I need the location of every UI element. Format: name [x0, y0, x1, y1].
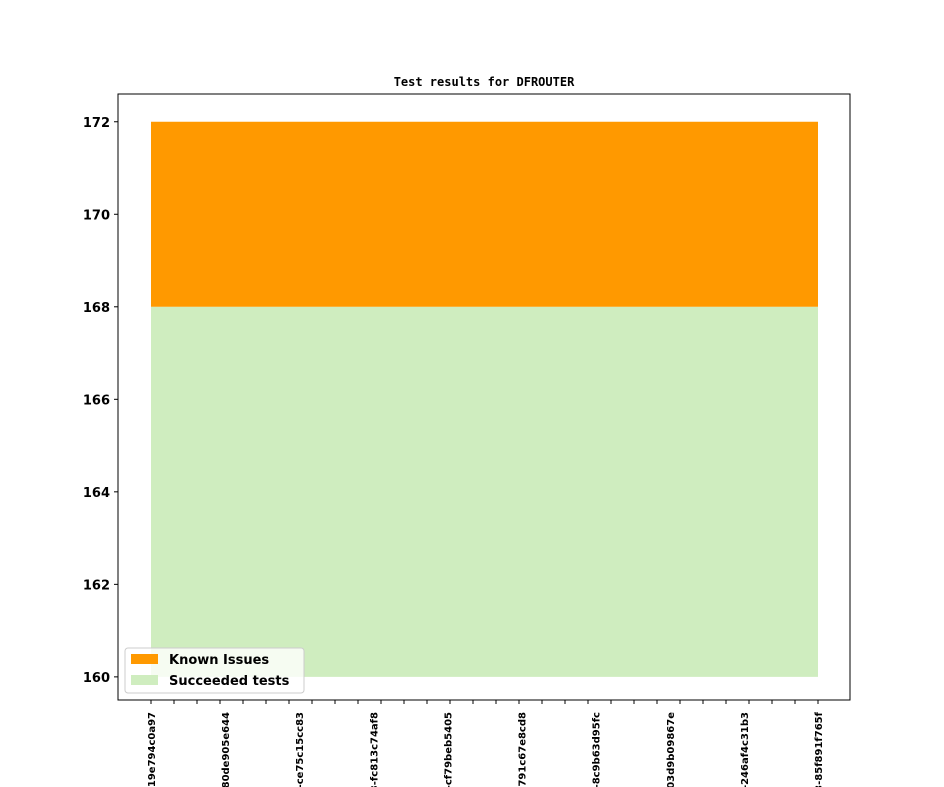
y-tick-label: 166 [83, 393, 110, 408]
x-tick-label: 3-fc813c74af8 [369, 712, 380, 787]
x-tick-label: -8c9b63d95fc [592, 712, 603, 787]
legend-label-known-issues: Known Issues [169, 653, 269, 668]
x-tick-label: 80de905e644 [221, 712, 232, 787]
y-tick-label: 172 [83, 116, 110, 131]
x-tick-label: 03d9b09867e [666, 712, 677, 787]
legend-swatch-known-issues [131, 654, 158, 664]
x-tick-label: -19e794c0a97 [147, 712, 158, 787]
chart-title: Test results for DFROUTER [394, 75, 575, 89]
legend: Known Issues Succeeded tests [124, 647, 305, 694]
axes-frame [117, 93, 851, 701]
y-axis: 160 162 164 166 168 170 172 [83, 116, 118, 686]
legend-swatch-succeeded-tests [131, 675, 158, 685]
x-tick-label: 791c67e8cd8 [518, 712, 529, 787]
legend-box [124, 647, 305, 694]
x-tick-label: 3-85f891f765f [814, 711, 825, 787]
series-area-known-issues [151, 121, 818, 307]
y-tick-label: 168 [83, 301, 110, 316]
x-tick-label: -ce75c15cc83 [295, 712, 306, 787]
y-tick-label: 160 [83, 671, 110, 686]
y-tick-label: 164 [83, 486, 110, 501]
x-tick-label: -cf79beb5405 [443, 712, 454, 787]
legend-label-succeeded-tests: Succeeded tests [169, 674, 290, 689]
y-tick-label: 170 [83, 208, 110, 223]
y-tick-label: 162 [83, 578, 110, 593]
x-axis: -19e794c0a97 80de905e644 -ce75c15cc83 3-fc8… [147, 700, 825, 787]
series-area-succeeded-tests [151, 306, 818, 677]
x-tick-label: -246af4c31b3 [740, 712, 751, 787]
plot-area [151, 121, 818, 677]
